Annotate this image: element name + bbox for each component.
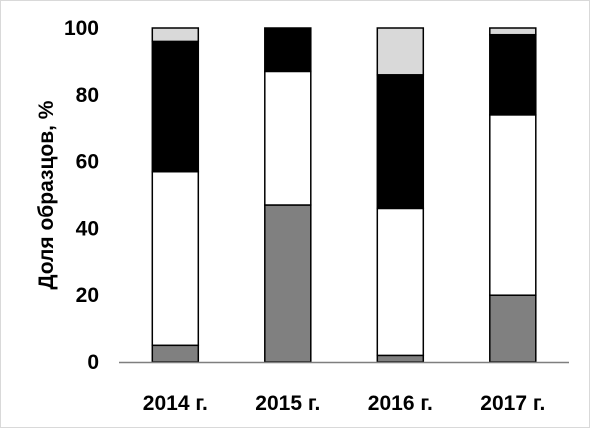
bars-layer	[151, 27, 537, 363]
bar-segment-2016-s3	[376, 74, 425, 210]
x-tick-labels: 2014 г. 2015 г. 2016 г. 2017 г.	[143, 392, 546, 415]
bar-segment-2016-s1	[376, 354, 425, 363]
x-tick-label-2015: 2015 г.	[255, 392, 320, 415]
y-tick-label-100: 100	[64, 17, 99, 40]
bar-segment-2016-s4	[376, 27, 425, 76]
x-tick-label-2017: 2017 г.	[480, 392, 545, 415]
bar-segment-2015-s2	[264, 70, 312, 206]
y-tick-label-80: 80	[76, 84, 99, 107]
bar-segment-2017-s1	[489, 294, 537, 363]
bar-segment-2014-s4	[151, 27, 200, 43]
bar-segment-2014-s3	[151, 40, 200, 173]
bar-segment-2015-s3	[264, 27, 312, 73]
x-tick-label-2016: 2016 г.	[368, 392, 433, 415]
y-tick-label-20: 20	[76, 284, 99, 307]
y-tick-labels: 0 20 40 60 80 100	[64, 17, 99, 374]
bar-segment-2017-s2	[489, 114, 537, 296]
y-axis-title: Доля образцов, %	[35, 100, 58, 289]
y-tick-label-40: 40	[76, 217, 99, 240]
bar-segment-2017-s3	[489, 33, 537, 116]
bar-segment-2014-s1	[151, 344, 200, 363]
bar-segment-2014-s2	[151, 170, 200, 347]
y-tick-label-60: 60	[76, 151, 99, 174]
bar-segment-2016-s2	[376, 207, 425, 357]
y-tick-label-0: 0	[87, 351, 99, 374]
bar-segment-2017-s4	[489, 27, 537, 36]
bar-segment-2015-s1	[264, 204, 312, 363]
x-tick-label-2014: 2014 г.	[143, 392, 208, 415]
